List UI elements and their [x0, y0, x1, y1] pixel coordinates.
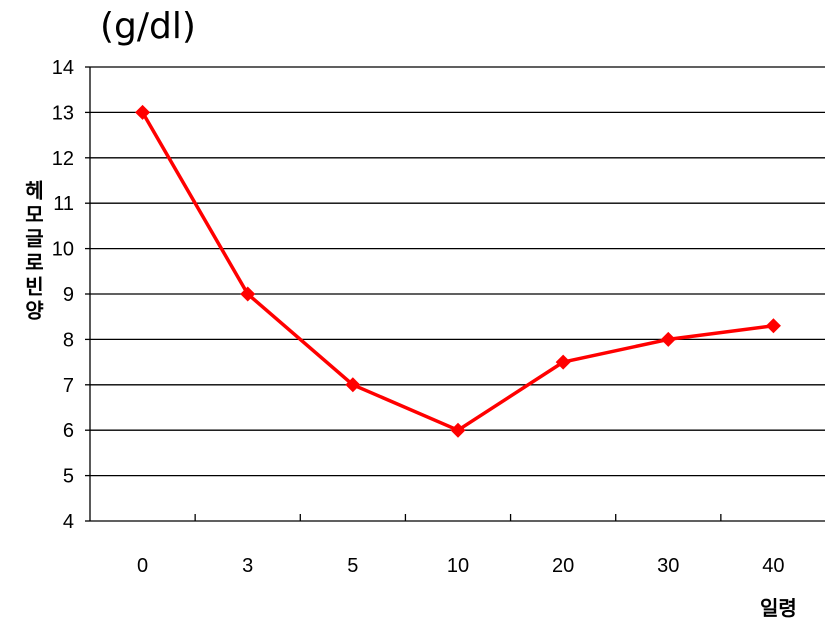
- x-tick-label: 10: [447, 555, 469, 577]
- y-tick-label: 4: [63, 511, 74, 533]
- y-tick-label: 10: [52, 239, 74, 261]
- data-point-marker: [765, 318, 781, 334]
- data-point-marker: [240, 286, 256, 302]
- y-tick-label: 14: [52, 57, 74, 79]
- y-tick-label: 6: [63, 420, 74, 442]
- data-point-marker: [135, 104, 151, 120]
- data-point-marker: [660, 331, 676, 347]
- x-tick-label: 30: [657, 555, 679, 577]
- x-tick-label: 5: [347, 555, 358, 577]
- series-line: [141, 111, 774, 432]
- x-tick-label: 20: [552, 555, 574, 577]
- y-tick-label: 13: [52, 102, 74, 124]
- x-tick-label: 0: [137, 555, 148, 577]
- data-point-marker: [555, 354, 571, 370]
- data-point-marker: [345, 377, 361, 393]
- y-tick-label: 8: [63, 329, 74, 351]
- y-tick-label: 9: [63, 284, 74, 306]
- y-tick-label: 5: [63, 466, 74, 488]
- y-tick-label: 11: [53, 193, 74, 215]
- x-tick-label: 40: [762, 555, 784, 577]
- x-tick-label: 3: [242, 555, 253, 577]
- y-tick-label: 12: [52, 148, 74, 170]
- data-point-marker: [450, 422, 466, 438]
- y-axis-label: 헤모글로빈양: [21, 180, 45, 324]
- x-axis-label: 일령: [760, 596, 797, 620]
- y-axis-unit-label: (g/dl): [100, 6, 196, 47]
- y-tick-label: 7: [63, 375, 74, 397]
